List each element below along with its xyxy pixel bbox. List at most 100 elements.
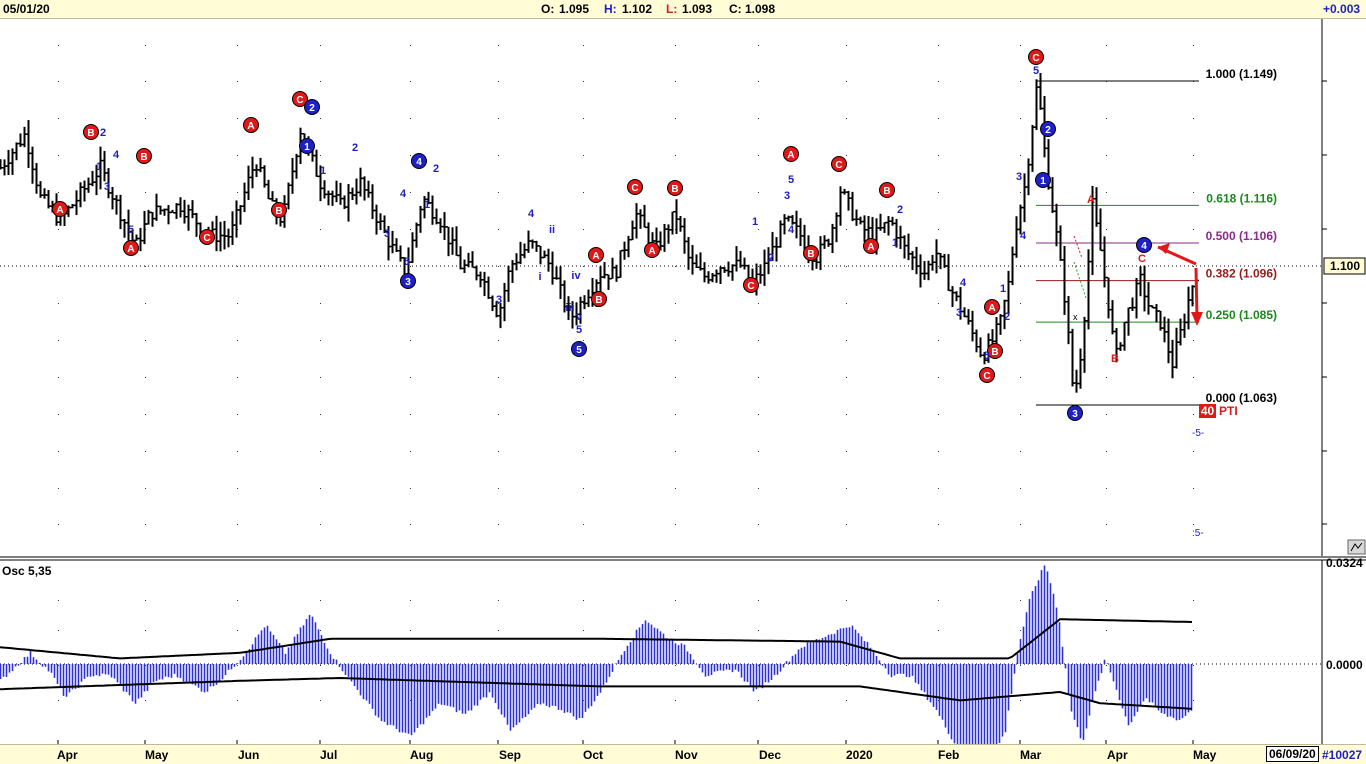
price-bar — [286, 182, 291, 210]
wave-label: 4 — [113, 149, 120, 161]
price-bar — [266, 179, 271, 200]
price-bar — [414, 222, 419, 248]
price-bar — [238, 205, 243, 225]
wave-label: 3 — [1067, 405, 1083, 421]
count-box: #10027 — [1322, 748, 1363, 762]
price-bar — [634, 203, 639, 239]
price-bar — [466, 252, 471, 268]
price-bar — [618, 249, 623, 279]
price-bar — [410, 232, 415, 263]
info-bar: 05/01/20 O: 1.095 H: 1.102 L: 1.093 C: 1… — [0, 0, 1366, 19]
price-bar — [714, 269, 719, 283]
wave-label: C — [1138, 253, 1146, 265]
price-bar — [1014, 216, 1019, 258]
price-bar — [450, 227, 455, 255]
price-bar — [474, 265, 479, 281]
price-bar — [1190, 285, 1195, 307]
price-bar — [730, 264, 735, 281]
wave-label: 1 — [752, 216, 758, 228]
price-bar — [1074, 369, 1079, 393]
svg-text:B: B — [671, 184, 678, 195]
price-bar — [1102, 236, 1107, 288]
price-bar — [690, 245, 695, 275]
month-label: Apr — [1107, 748, 1128, 762]
price-bar — [558, 266, 563, 299]
svg-text:C: C — [203, 233, 210, 244]
price-bar — [1110, 300, 1115, 335]
price-bar — [638, 209, 643, 229]
price-bar — [1166, 318, 1171, 364]
wave-label: 3 — [400, 273, 416, 289]
price-bar — [862, 215, 867, 242]
price-bar — [998, 314, 1003, 335]
price-bar — [446, 226, 451, 257]
wave-label: 4 — [788, 224, 795, 236]
wave-label: C — [199, 229, 215, 245]
price-bar — [1082, 316, 1087, 373]
wave-label: C — [831, 156, 847, 172]
fib-label: 1.000 (1.149) — [1206, 67, 1277, 81]
price-bar — [966, 309, 971, 325]
price-bar — [370, 184, 375, 220]
date-label: 05/01/20 — [3, 2, 50, 16]
svg-text:5: 5 — [576, 345, 582, 356]
pti-label: 40 PTI — [1199, 404, 1238, 418]
month-label: Sep — [499, 748, 522, 762]
wave-label: 2 — [768, 252, 774, 264]
price-bar — [26, 120, 31, 168]
price-bar — [442, 212, 447, 241]
price-bar — [726, 261, 731, 277]
wave-label: B — [803, 245, 819, 261]
price-bar — [1026, 158, 1031, 196]
svg-text:1: 1 — [304, 142, 310, 153]
price-bar — [482, 271, 487, 297]
price-bar — [962, 307, 967, 318]
wave-label: 3 — [784, 190, 790, 202]
price-bar — [886, 216, 891, 236]
price-bar — [142, 210, 147, 245]
price-bar — [586, 289, 591, 308]
price-bar — [214, 215, 219, 252]
wave-label: C — [1028, 49, 1044, 65]
price-bar — [606, 273, 611, 290]
wave-label: C — [292, 91, 308, 107]
price-bar — [614, 264, 619, 282]
wave-label: 5 — [404, 256, 410, 268]
price-bar — [602, 262, 607, 279]
svg-text:A: A — [867, 242, 874, 253]
price-bar — [242, 182, 247, 213]
price-bar — [1050, 177, 1055, 213]
target-label-2: :5- — [1192, 528, 1204, 539]
wave-label: v — [576, 311, 583, 323]
wave-label: 2 — [433, 163, 439, 175]
svg-text:B: B — [87, 128, 94, 139]
wave-label: A — [863, 238, 879, 254]
price-bar — [642, 204, 647, 229]
price-bar — [338, 182, 343, 205]
svg-text:2: 2 — [309, 103, 315, 114]
osc-top-value: 0.0324 — [1326, 556, 1363, 570]
svg-text:4: 4 — [416, 157, 422, 168]
axis-ticks — [57, 80, 1327, 744]
fib-label: 0.382 (1.096) — [1206, 267, 1277, 281]
scroll-handle[interactable] — [1347, 539, 1366, 555]
close-label: C: — [729, 2, 742, 16]
price-bar — [114, 195, 119, 215]
last-price-value: 1.100 — [1330, 259, 1360, 273]
wave-label: 2 — [100, 127, 106, 139]
price-bar — [22, 126, 27, 148]
chart-canvas[interactable]: x ABBACABC21435ABCABCABCBAABCC2134241352… — [0, 0, 1366, 744]
price-bar — [522, 243, 527, 259]
price-bar — [398, 245, 403, 262]
price-bar — [346, 184, 351, 222]
month-label: Aug — [410, 748, 434, 762]
high-label: H: — [604, 2, 617, 16]
price-bar — [42, 188, 47, 199]
price-bar — [154, 193, 159, 221]
pti-value: 40 — [1201, 404, 1215, 418]
wave-label: C — [743, 277, 759, 293]
price-bar — [798, 218, 803, 247]
price-bar — [654, 227, 659, 246]
price-bar — [218, 221, 223, 252]
wave-label: B — [1111, 353, 1119, 365]
